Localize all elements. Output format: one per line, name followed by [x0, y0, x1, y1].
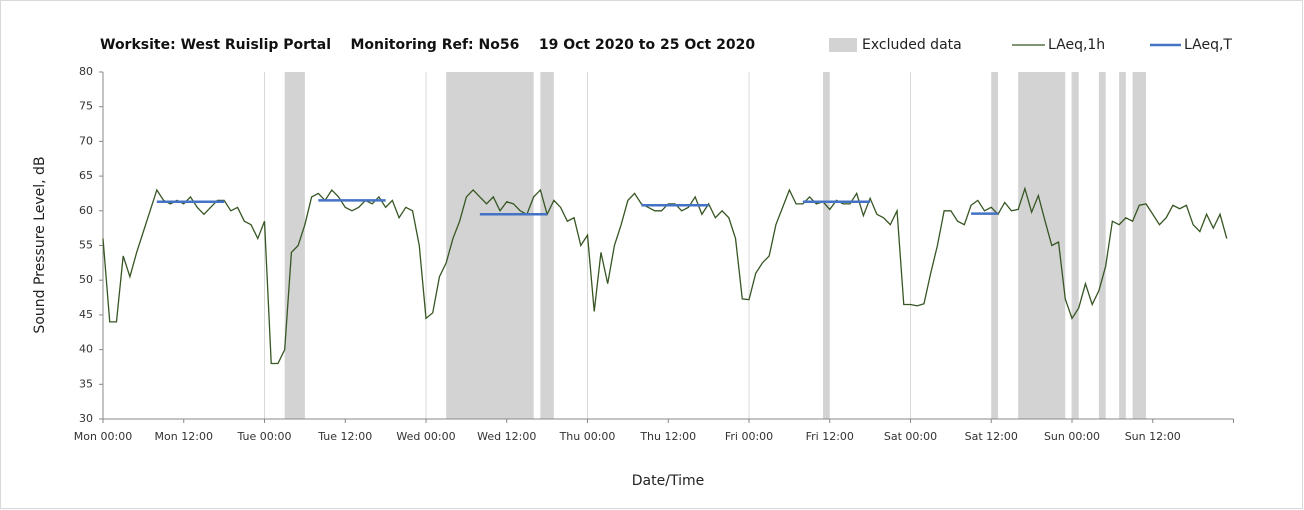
x-tick-label: Sat 00:00	[884, 430, 937, 443]
y-tick-label: 55	[79, 239, 93, 252]
y-tick-label: 60	[79, 204, 93, 217]
x-tick-label: Sun 00:00	[1044, 430, 1100, 443]
legend-label: LAeq,T	[1184, 37, 1232, 53]
x-tick-label: Tue 12:00	[317, 430, 372, 443]
legend-label: Excluded data	[862, 37, 962, 53]
excluded-range	[991, 72, 998, 419]
y-tick-label: 65	[79, 169, 93, 182]
excluded-range	[1018, 72, 1066, 419]
legend-swatch	[829, 38, 857, 52]
x-axis-title: Date/Time	[632, 473, 704, 489]
y-tick-label: 50	[79, 273, 93, 286]
x-tick-label: Fri 00:00	[725, 430, 773, 443]
y-tick-label: 70	[79, 134, 93, 147]
x-tick-label: Thu 00:00	[559, 430, 616, 443]
excluded-range	[284, 72, 305, 419]
chart-title: Worksite: West Ruislip Portal Monitoring…	[100, 37, 755, 53]
excluded-range	[540, 72, 554, 419]
y-tick-label: 35	[79, 377, 93, 390]
y-tick-label: 80	[79, 65, 93, 78]
x-tick-label: Sat 12:00	[965, 430, 1018, 443]
x-tick-label: Wed 00:00	[396, 430, 455, 443]
excluded-range	[823, 72, 830, 419]
legend-label: LAeq,1h	[1048, 37, 1105, 53]
excluded-range	[1119, 72, 1126, 419]
x-tick-label: Sun 12:00	[1125, 430, 1181, 443]
data-line	[102, 186, 1228, 365]
excluded-range	[1132, 72, 1147, 419]
y-tick-label: 45	[79, 308, 93, 321]
excluded-range	[1072, 72, 1079, 419]
x-tick-label: Wed 12:00	[477, 430, 536, 443]
y-tick-label: 40	[79, 343, 93, 356]
y-tick-label: 30	[79, 412, 93, 425]
x-tick-label: Tue 00:00	[237, 430, 292, 443]
x-tick-label: Mon 12:00	[155, 430, 213, 443]
y-axis-title: Sound Pressure Level, dB	[32, 156, 48, 333]
x-tick-label: Fri 12:00	[806, 430, 854, 443]
y-tick-label: 75	[79, 100, 93, 113]
excluded-range	[446, 72, 534, 419]
x-tick-label: Mon 00:00	[74, 430, 132, 443]
excluded-range	[1098, 72, 1106, 419]
x-tick-label: Thu 12:00	[639, 430, 696, 443]
